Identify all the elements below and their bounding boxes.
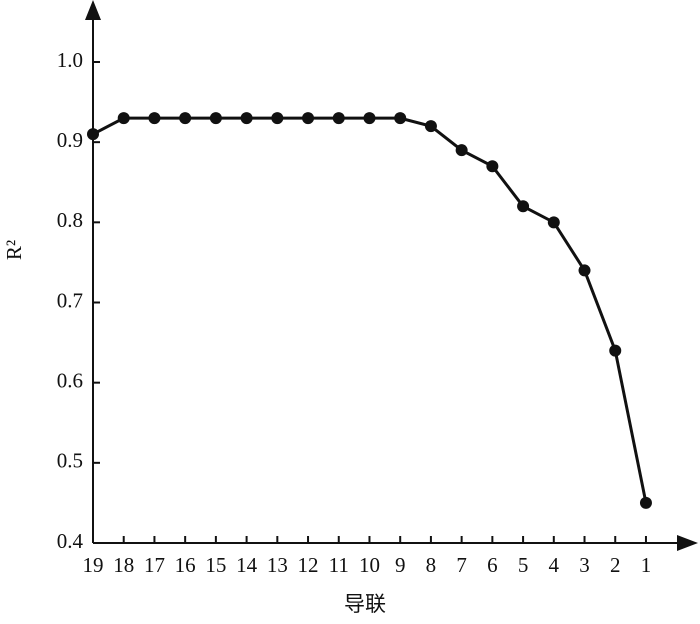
x-tick-label: 18: [113, 553, 134, 577]
point: [87, 128, 99, 141]
line: [92, 116, 648, 504]
x-tick-label: 5: [518, 553, 529, 577]
x-tick-label: 14: [236, 553, 258, 577]
y-tick-label: 0.9: [57, 128, 83, 152]
point: [517, 200, 530, 213]
point: [179, 112, 192, 125]
point: [271, 112, 284, 125]
x-axis-arrow: [677, 535, 698, 551]
y-tick-label: 0.8: [57, 208, 83, 232]
point: [240, 112, 253, 125]
x-tick-label: 9: [395, 553, 406, 577]
point: [332, 112, 345, 125]
point: [209, 112, 222, 125]
x-tick-label: 2: [610, 553, 621, 577]
point: [117, 112, 130, 125]
y-axis-arrow: [85, 0, 101, 20]
x-tick-label: 8: [426, 553, 437, 577]
x-tick-label: 1: [641, 553, 652, 577]
point: [547, 216, 560, 229]
x-tick-label: 10: [359, 553, 380, 577]
point: [148, 112, 161, 125]
y-tick-label: 0.7: [57, 288, 83, 312]
x-tick-label: 4: [549, 553, 560, 577]
x-tick-label: 19: [83, 553, 104, 577]
point: [486, 160, 499, 173]
point: [302, 112, 315, 125]
x-tick-label: 15: [205, 553, 226, 577]
point: [455, 144, 468, 157]
y-tick-label: 1.0: [57, 48, 83, 72]
point: [424, 120, 437, 133]
x-tick-label: 12: [298, 553, 319, 577]
x-tick-label: 13: [267, 553, 288, 577]
x-tick-label: 16: [175, 553, 196, 577]
x-tick-label: 3: [579, 553, 590, 577]
x-tick-label: 11: [329, 553, 349, 577]
y-tick-label: 0.4: [57, 529, 84, 553]
x-tick-label: 6: [487, 553, 498, 577]
y-tick-label: 0.6: [57, 368, 83, 392]
x-axis-label: 导联: [344, 592, 386, 616]
point: [394, 112, 407, 125]
point: [609, 344, 622, 357]
point: [639, 496, 652, 509]
point: [363, 112, 376, 125]
point: [578, 264, 591, 277]
y-axis-label: R²: [2, 240, 26, 260]
x-tick-label: 7: [456, 553, 467, 577]
x-tick-label: 17: [144, 553, 165, 577]
y-tick-label: 0.5: [57, 449, 83, 473]
